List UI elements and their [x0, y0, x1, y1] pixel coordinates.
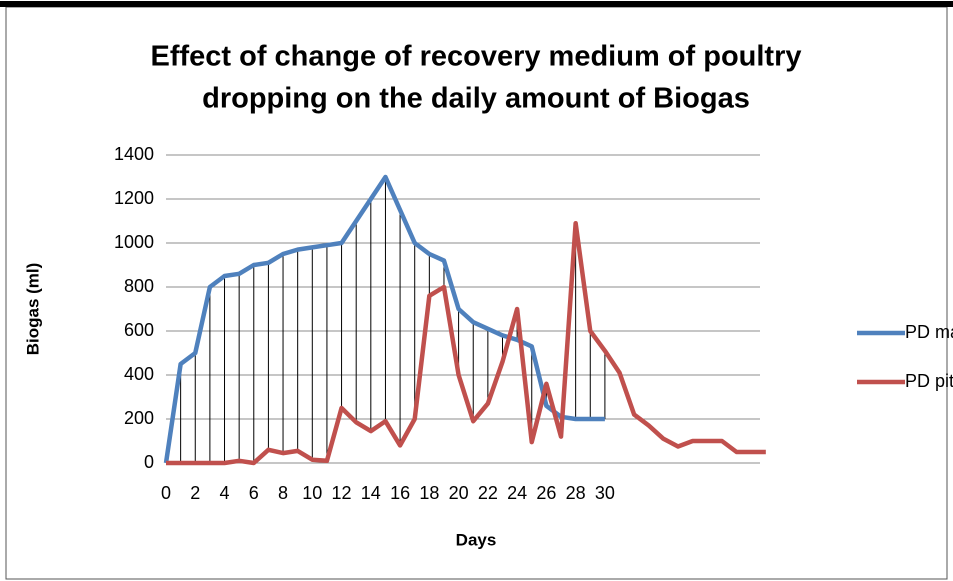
y-tick-label: 1000 — [114, 232, 154, 252]
y-axis-title: Biogas (ml) — [23, 263, 42, 356]
y-tick-label: 1400 — [114, 144, 154, 164]
x-tick-label: 10 — [302, 483, 322, 503]
x-tick-label: 8 — [278, 483, 288, 503]
y-tick-label: 800 — [124, 276, 154, 296]
x-tick-label: 0 — [161, 483, 171, 503]
x-tick-label: 4 — [220, 483, 230, 503]
series-line — [166, 220, 766, 466]
x-tick-label: 12 — [332, 483, 352, 503]
legend-label: PD mat — [905, 322, 953, 342]
chart-title: dropping on the daily amount of Biogas — [202, 83, 750, 115]
x-tick-label: 26 — [536, 483, 556, 503]
x-tick-label: 30 — [595, 483, 615, 503]
x-tick-label: 24 — [507, 483, 527, 503]
chart-title: Effect of change of recovery medium of p… — [151, 41, 802, 73]
series-line — [163, 174, 605, 464]
x-axis-title: Days — [456, 530, 497, 549]
x-tick-label: 6 — [249, 483, 259, 503]
y-tick-label: 600 — [124, 320, 154, 340]
x-tick-label: 28 — [566, 483, 586, 503]
y-tick-label: 400 — [124, 364, 154, 384]
x-tick-label: 16 — [390, 483, 410, 503]
x-tick-label: 14 — [361, 483, 381, 503]
y-tick-label: 200 — [124, 408, 154, 428]
x-tick-label: 2 — [190, 483, 200, 503]
y-tick-label: 1200 — [114, 188, 154, 208]
legend-label: PD pit — [905, 371, 953, 391]
x-tick-label: 20 — [449, 483, 469, 503]
x-tick-label: 18 — [419, 483, 439, 503]
y-tick-label: 0 — [144, 452, 154, 472]
x-tick-label: 22 — [478, 483, 498, 503]
